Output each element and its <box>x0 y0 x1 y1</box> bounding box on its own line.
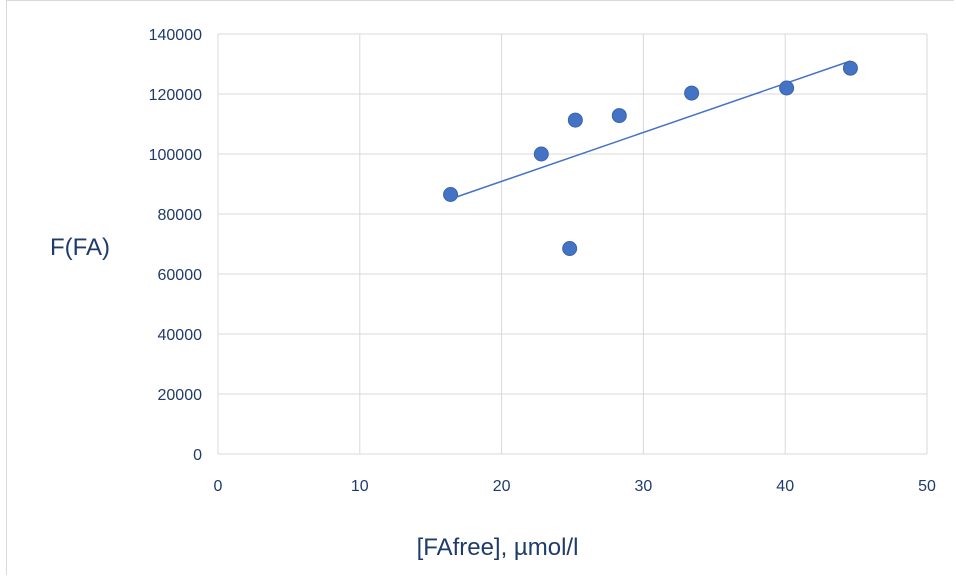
data-point <box>443 187 459 202</box>
x-axis-title: [FAfree], µmol/l <box>417 534 579 561</box>
y-tick-label: 0 <box>193 447 202 464</box>
data-point <box>562 241 578 256</box>
data-point <box>611 108 627 124</box>
gridlines <box>217 33 928 455</box>
y-tick-label: 20000 <box>158 387 203 404</box>
y-tick-label: 100000 <box>149 147 202 164</box>
data-point <box>684 85 700 101</box>
data-point <box>842 60 858 76</box>
x-tick-label: 30 <box>635 478 653 495</box>
x-tick-label: 20 <box>493 478 511 495</box>
y-tick-label: 140000 <box>149 27 202 44</box>
y-tick-label: 80000 <box>158 207 203 224</box>
y-tick-label: 40000 <box>158 327 203 344</box>
x-tick-label: 10 <box>351 478 369 495</box>
y-tick-label: 60000 <box>158 267 203 284</box>
x-tick-label: 50 <box>918 478 936 495</box>
data-point <box>779 80 795 96</box>
scatter-chart: 0 20000 40000 60000 80000 100000 120000 140000 0… <box>50 27 936 561</box>
chart-area: 0 20000 40000 60000 80000 100000 120000 140000 0… <box>6 0 954 575</box>
tick-labels: 0 20000 40000 60000 80000 100000 120000 140000 0… <box>149 27 936 495</box>
data-points <box>443 60 858 256</box>
x-tick-label: 0 <box>214 478 223 495</box>
x-tick-label: 40 <box>776 478 794 495</box>
data-point <box>533 146 549 162</box>
y-axis-title: F(FA) <box>50 234 110 261</box>
data-point <box>567 112 583 128</box>
y-tick-label: 120000 <box>149 87 202 104</box>
